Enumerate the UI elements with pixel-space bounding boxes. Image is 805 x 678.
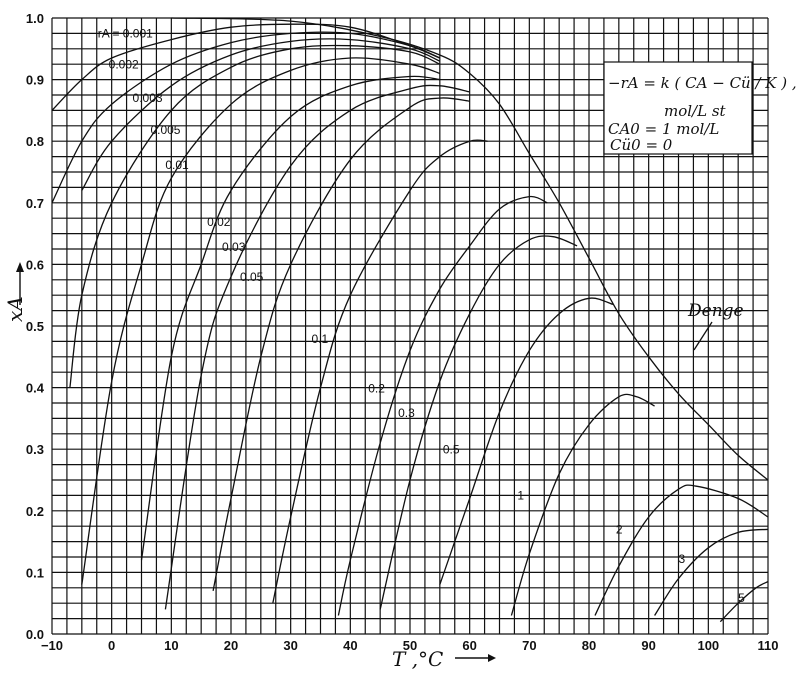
curve-label: 0.1	[312, 332, 329, 346]
rate-curve	[337, 195, 548, 616]
rate-curve	[594, 484, 769, 616]
initial-concentration-a: CA0 = 1 mol/L	[608, 120, 719, 138]
rate-curve	[69, 44, 441, 388]
curve-label: 0.005	[150, 123, 180, 137]
curve-label: 0.002	[109, 58, 139, 72]
x-tick-label: 60	[462, 638, 476, 653]
y-tick-label: 0.5	[26, 319, 44, 334]
equilibrium-curve	[171, 17, 769, 481]
equilibrium-label: Denge	[687, 301, 744, 321]
x-axis-arrow-head	[488, 654, 496, 662]
curve-label: 0.003	[133, 91, 163, 105]
y-axis-label: xA	[3, 296, 27, 322]
y-tick-label: 0.7	[26, 196, 44, 211]
y-tick-label: 0.1	[26, 565, 44, 580]
curve-label: 3	[679, 552, 686, 566]
curve-label: 1	[517, 489, 524, 503]
rate-curves	[51, 17, 769, 623]
x-tick-label: −10	[41, 638, 63, 653]
x-tick-label: 70	[522, 638, 536, 653]
y-axis-arrow-head	[16, 262, 24, 272]
x-tick-label: 90	[641, 638, 655, 653]
rate-curve	[140, 75, 440, 561]
rate-curve	[654, 528, 769, 616]
curve-label: 0.5	[443, 443, 460, 457]
curve-labels: −rA = 0.001 0.002 0.003 0.005 0.01 0.02 0.03 0.…	[91, 27, 745, 605]
x-tick-label: 30	[283, 638, 297, 653]
rate-curve	[510, 393, 655, 616]
y-tick-label: 0.9	[26, 73, 44, 88]
curve-label: 0.2	[368, 382, 385, 396]
y-tick-label: 0.8	[26, 134, 44, 149]
rate-equation: −rA = k ( CA − Cü / K ) ,	[608, 74, 797, 92]
x-tick-label: 40	[343, 638, 357, 653]
rate-curve	[164, 84, 470, 610]
rate-equation-box: −rA = k ( CA − Cü / K ) , mol/L st CA0 =…	[603, 61, 797, 155]
rate-curve	[272, 139, 488, 604]
y-tick-label: 0.2	[26, 504, 44, 519]
curve-label: 0.02	[207, 215, 231, 229]
curve-label: 0.3	[398, 406, 415, 420]
y-tick-label: 0.6	[26, 257, 44, 272]
curve-label: 0.01	[165, 158, 189, 172]
y-tick-label: 1.0	[26, 11, 44, 26]
x-tick-labels: −10 0 10 20 30 40 50 60 70 80 90 100 110	[41, 638, 779, 653]
y-tick-label: 0.0	[26, 627, 44, 642]
y-tick-label: 0.4	[26, 381, 45, 396]
curve-label: −rA = 0.001	[91, 27, 153, 41]
curve-label: 5	[738, 591, 745, 605]
x-tick-label: 20	[224, 638, 238, 653]
x-tick-label: 80	[582, 638, 596, 653]
x-tick-label: 100	[697, 638, 719, 653]
rate-curve	[51, 31, 441, 204]
rate-curve	[379, 235, 578, 610]
x-tick-label: 50	[403, 638, 417, 653]
curve-label: 0.05	[240, 270, 264, 284]
rate-curve	[81, 57, 440, 585]
y-tick-labels: 0.0 0.1 0.2 0.3 0.4 0.5 0.6 0.7 0.8 0.9 1.0	[26, 11, 45, 642]
equilibrium-pointer	[693, 321, 713, 351]
rate-curve	[212, 97, 470, 592]
curve-label: 0.03	[222, 240, 246, 254]
rate-curve	[719, 581, 769, 623]
initial-concentration-u: Cü0 = 0	[610, 136, 673, 154]
x-tick-label: 10	[164, 638, 178, 653]
rate-curve	[51, 23, 441, 111]
rate-curve	[439, 297, 614, 585]
x-axis-label: T ,°C	[392, 647, 443, 671]
rate-units: mol/L st	[664, 102, 727, 120]
x-tick-label: 0	[108, 638, 115, 653]
x-tick-label: 110	[758, 638, 779, 653]
y-tick-label: 0.3	[26, 442, 44, 457]
curve-label: 2	[616, 523, 623, 537]
rate-curve	[81, 38, 441, 191]
